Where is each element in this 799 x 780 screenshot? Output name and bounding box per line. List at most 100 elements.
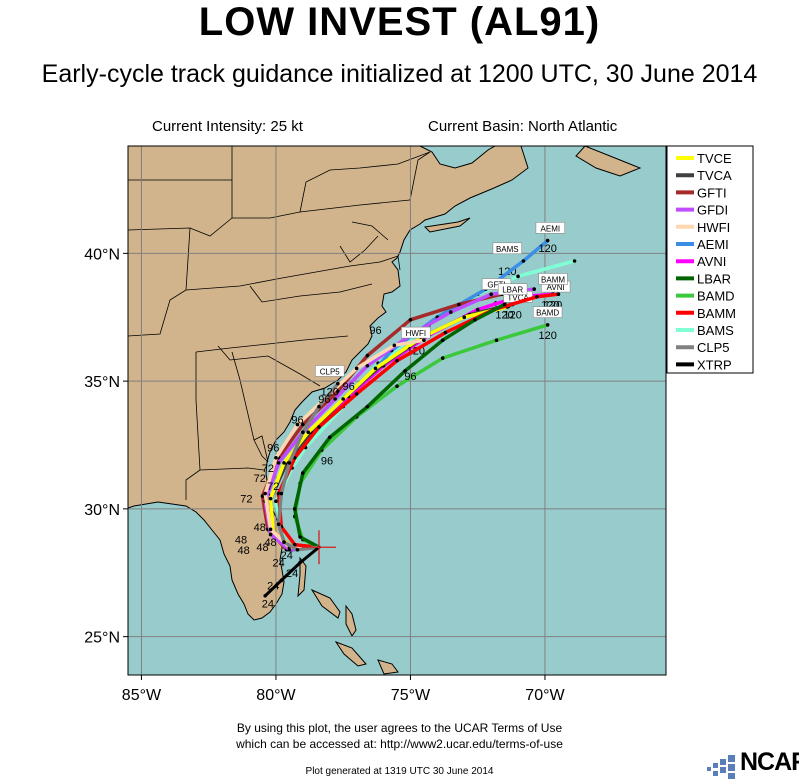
- track-point: [475, 307, 480, 312]
- track-point: [408, 317, 413, 322]
- track-end-name: CLP5: [320, 367, 341, 376]
- hour-label: 48: [256, 542, 268, 554]
- legend-label-bams: BAMS: [697, 323, 734, 338]
- track-point: [535, 294, 539, 299]
- land-north-america: [128, 146, 529, 621]
- track-point: [532, 287, 536, 291]
- x-tick-label: 75°W: [391, 687, 431, 704]
- state-borders: [128, 146, 431, 500]
- track-point: [260, 494, 265, 498]
- track-point: [306, 430, 311, 435]
- track-end-box: [497, 283, 528, 295]
- terms-of-use-line-2: which can be accessed at: http://www2.uc…: [236, 737, 563, 751]
- hour-label: 24: [286, 568, 298, 580]
- track-point: [336, 381, 340, 386]
- track-point: [365, 363, 370, 368]
- legend-label-aemi: AEMI: [697, 237, 729, 252]
- land-bahamas-1: [297, 556, 307, 598]
- track-end-hour: 120: [538, 330, 556, 342]
- track-point: [354, 366, 359, 371]
- track-point: [502, 302, 507, 307]
- track-point: [572, 259, 577, 263]
- track-point: [403, 369, 407, 373]
- track-point: [327, 435, 332, 440]
- hour-label: 24: [262, 598, 274, 610]
- track-end-hour: 120: [495, 310, 513, 322]
- track-end-hour: 120: [538, 243, 556, 255]
- hour-label: 96: [321, 455, 333, 467]
- track-point: [292, 542, 297, 547]
- hour-label: 72: [262, 463, 274, 475]
- lat-lon-grid: [128, 146, 666, 675]
- track-point: [268, 532, 273, 537]
- forecast-hour-labels: 2424242424484848484872727272969696969696…: [235, 325, 417, 610]
- legend-label-gfdi: GFDI: [697, 203, 728, 218]
- hour-label: 96: [318, 394, 330, 406]
- track-point: [279, 491, 284, 496]
- page-subtitle: Early-cycle track guidance initialized a…: [41, 60, 758, 88]
- track-point: [462, 315, 467, 320]
- track-point: [263, 593, 267, 598]
- track-point: [545, 323, 550, 327]
- track-point: [365, 404, 370, 409]
- ncar-logo-icon: [707, 755, 735, 779]
- axis-ticks: 85°W 80°W 75°W 70°W 25°N 30°N 35°N 40°N: [84, 246, 565, 704]
- track-point: [516, 274, 520, 279]
- y-tick-label: 30°N: [84, 502, 120, 519]
- current-intensity-label: Current Intensity: 25 kt: [152, 118, 303, 135]
- page-title: LOW INVEST (AL91): [198, 0, 601, 44]
- track-point: [373, 366, 378, 371]
- land-bahamas-5: [377, 659, 399, 675]
- track-gfdi: [263, 287, 536, 552]
- track-point: [268, 527, 273, 532]
- track-end-name: BAMS: [496, 245, 519, 254]
- hour-label: 72: [254, 473, 266, 485]
- x-tick-label: 85°W: [122, 687, 162, 704]
- track-end-hour: 120: [503, 310, 521, 322]
- legend-label-lbar: LBAR: [697, 271, 731, 286]
- track-point: [298, 560, 302, 565]
- track-point: [317, 425, 321, 429]
- track-point: [494, 338, 499, 343]
- legend-label-tvce: TVCE: [697, 151, 732, 166]
- track-point: [274, 499, 278, 504]
- track-point: [292, 507, 297, 511]
- track-point: [521, 259, 526, 263]
- legend-label-avni: AVNI: [697, 254, 726, 269]
- track-point: [333, 397, 337, 401]
- track-point: [268, 496, 273, 501]
- hour-label: 48: [235, 535, 247, 547]
- x-tick-label: 80°W: [256, 687, 296, 704]
- y-tick-label: 40°N: [84, 246, 120, 263]
- track-point: [473, 317, 477, 322]
- map-frame: [127, 145, 667, 676]
- track-point: [279, 578, 284, 583]
- track-point: [354, 392, 359, 396]
- land-bahamas-4: [334, 640, 367, 667]
- hour-label: 96: [291, 414, 303, 426]
- track-end-name: TVCA: [507, 293, 529, 302]
- legend-label-xtrp: XTRP: [697, 357, 732, 372]
- hour-label: 24: [273, 558, 285, 570]
- track-end-box: [532, 306, 563, 318]
- legend-label-bamm: BAMM: [697, 306, 736, 321]
- land-bahamas-3: [345, 604, 357, 637]
- hour-label: 24: [267, 581, 279, 593]
- storm-position-marker: [301, 530, 336, 565]
- track-point: [440, 356, 445, 360]
- terms-of-use-line-1: By using this plot, the user agrees to t…: [236, 721, 563, 735]
- track-point: [443, 330, 448, 335]
- track-point: [282, 540, 286, 544]
- current-basin-label: Current Basin: North Atlantic: [428, 118, 618, 135]
- plot-generated-timestamp: Plot generated at 1319 UTC 30 June 2014: [305, 766, 494, 777]
- track-end-box: [538, 273, 568, 285]
- track-lbar: [293, 302, 507, 549]
- track-hwfi: [263, 338, 426, 549]
- track-point: [545, 238, 550, 243]
- hour-label: 48: [238, 545, 250, 557]
- track-point: [449, 310, 453, 314]
- track-point: [457, 302, 461, 307]
- track-end-name: HWFI: [406, 329, 426, 338]
